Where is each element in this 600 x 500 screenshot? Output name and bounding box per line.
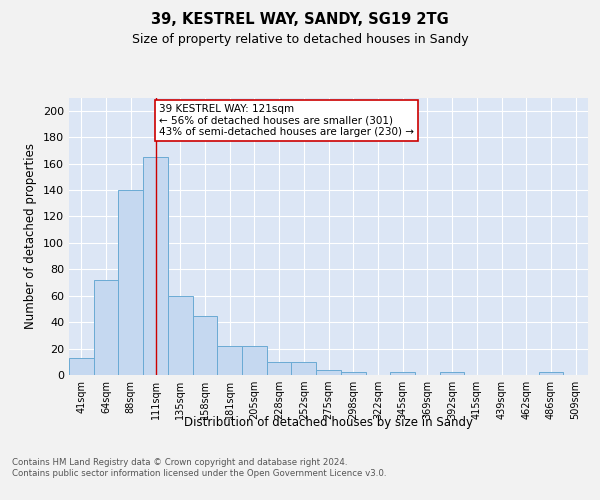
Bar: [341, 372, 365, 375]
Bar: [242, 346, 267, 375]
Bar: [143, 157, 168, 375]
Bar: [193, 316, 217, 375]
Text: Contains HM Land Registry data © Crown copyright and database right 2024.
Contai: Contains HM Land Registry data © Crown c…: [12, 458, 386, 477]
Y-axis label: Number of detached properties: Number of detached properties: [25, 143, 37, 329]
Text: Distribution of detached houses by size in Sandy: Distribution of detached houses by size …: [184, 416, 473, 429]
Text: 39 KESTREL WAY: 121sqm
← 56% of detached houses are smaller (301)
43% of semi-de: 39 KESTREL WAY: 121sqm ← 56% of detached…: [159, 104, 414, 138]
Text: Size of property relative to detached houses in Sandy: Size of property relative to detached ho…: [131, 32, 469, 46]
Bar: [94, 280, 118, 375]
Bar: [539, 372, 563, 375]
Bar: [69, 358, 94, 375]
Bar: [267, 362, 292, 375]
Bar: [217, 346, 242, 375]
Bar: [316, 370, 341, 375]
Bar: [292, 362, 316, 375]
Bar: [390, 372, 415, 375]
Bar: [440, 372, 464, 375]
Bar: [168, 296, 193, 375]
Text: 39, KESTREL WAY, SANDY, SG19 2TG: 39, KESTREL WAY, SANDY, SG19 2TG: [151, 12, 449, 28]
Bar: [118, 190, 143, 375]
